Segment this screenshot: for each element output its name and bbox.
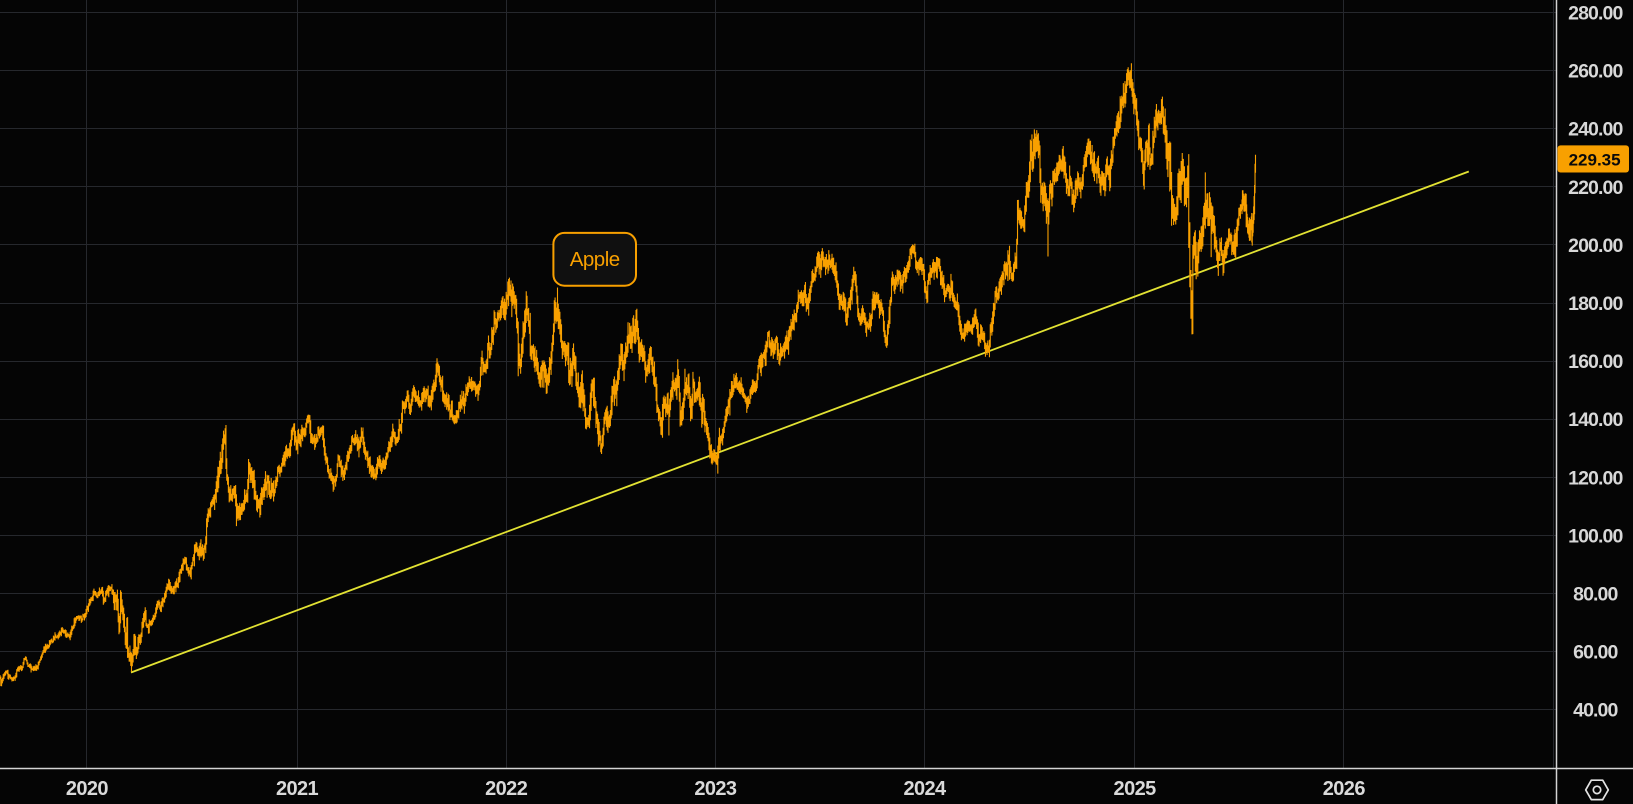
svg-text:2025: 2025 bbox=[1114, 778, 1157, 800]
svg-text:260.00: 260.00 bbox=[1568, 61, 1623, 83]
svg-text:2021: 2021 bbox=[276, 778, 319, 800]
svg-text:40.00: 40.00 bbox=[1573, 700, 1618, 722]
svg-text:100.00: 100.00 bbox=[1568, 525, 1623, 547]
svg-text:220.00: 220.00 bbox=[1568, 177, 1623, 199]
svg-text:2020: 2020 bbox=[66, 778, 109, 800]
svg-text:180.00: 180.00 bbox=[1568, 293, 1623, 315]
svg-text:60.00: 60.00 bbox=[1573, 642, 1618, 664]
svg-text:200.00: 200.00 bbox=[1568, 235, 1623, 257]
svg-text:280.00: 280.00 bbox=[1568, 3, 1623, 25]
svg-text:120.00: 120.00 bbox=[1568, 467, 1623, 489]
svg-text:240.00: 240.00 bbox=[1568, 119, 1623, 141]
svg-text:2022: 2022 bbox=[485, 778, 528, 800]
svg-text:80.00: 80.00 bbox=[1573, 584, 1618, 606]
svg-text:140.00: 140.00 bbox=[1568, 409, 1623, 431]
svg-text:2024: 2024 bbox=[903, 778, 947, 800]
svg-text:229.35: 229.35 bbox=[1569, 150, 1621, 169]
svg-text:2026: 2026 bbox=[1323, 778, 1366, 800]
svg-text:Apple: Apple bbox=[570, 248, 620, 271]
svg-text:2023: 2023 bbox=[694, 778, 737, 800]
svg-text:160.00: 160.00 bbox=[1568, 351, 1623, 373]
